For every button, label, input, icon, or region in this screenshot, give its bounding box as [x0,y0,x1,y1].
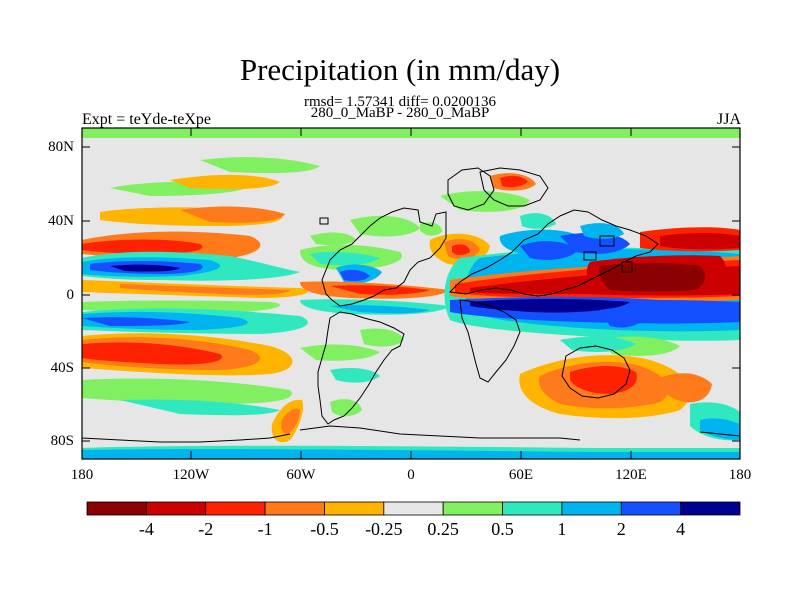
colorbar-swatch [145,501,207,516]
lon-label-60w: 60W [286,467,316,483]
colorbar-swatch [680,501,741,516]
colorbar-label: -4 [138,519,154,539]
colorbar-label: 0.5 [491,519,514,539]
colorbar-label: 1 [557,519,567,539]
lat-label-40n: 40N [48,213,74,229]
colorbar-swatch [324,501,385,516]
colorbar-swatch [561,501,622,516]
colorbar-swatch [205,501,266,516]
continent-outlines [82,167,740,443]
stats-line: rmsd= 1.57341 diff= 0.0200136 [303,94,497,110]
colorbar-label: 2 [616,519,626,539]
colorbar-label: 4 [676,519,686,539]
map-subtitle: 280_0_MaBP - 280_0_MaBP [310,105,490,121]
lon-label-0: 0 [407,467,415,483]
colorbar [86,501,741,516]
lon-label-180e: 180 [728,467,752,483]
lon-label-60e: 60E [508,467,534,483]
axis-ticks [82,128,740,459]
colorbar-label: 0.25 [427,519,459,539]
colorbar-swatch [502,501,563,516]
experiment-label: Expt = teYde-teXpe [82,111,211,128]
lat-label-40s: 40S [50,360,74,376]
lat-label-0: 0 [66,287,75,303]
lon-label-180w: 180 [70,467,94,483]
colorbar-label: -0.25 [365,519,403,539]
colorbar-label: -1 [257,519,273,539]
colorbar-swatch [442,501,503,516]
colorbar-swatch [86,501,147,516]
colorbar-swatch [620,501,682,516]
lon-label-120w: 120W [172,467,210,483]
season-label: JJA [716,111,741,128]
lat-label-80n: 80N [48,139,74,155]
colorbar-swatch [383,501,444,516]
map-title: Precipitation (in mm/day) [239,52,561,87]
colorbar-label: -0.5 [310,519,339,539]
lat-label-80s: 80S [50,433,74,449]
colorbar-label: -2 [198,519,214,539]
lon-label-120e: 120E [615,467,647,483]
colorbar-swatch [264,501,325,516]
